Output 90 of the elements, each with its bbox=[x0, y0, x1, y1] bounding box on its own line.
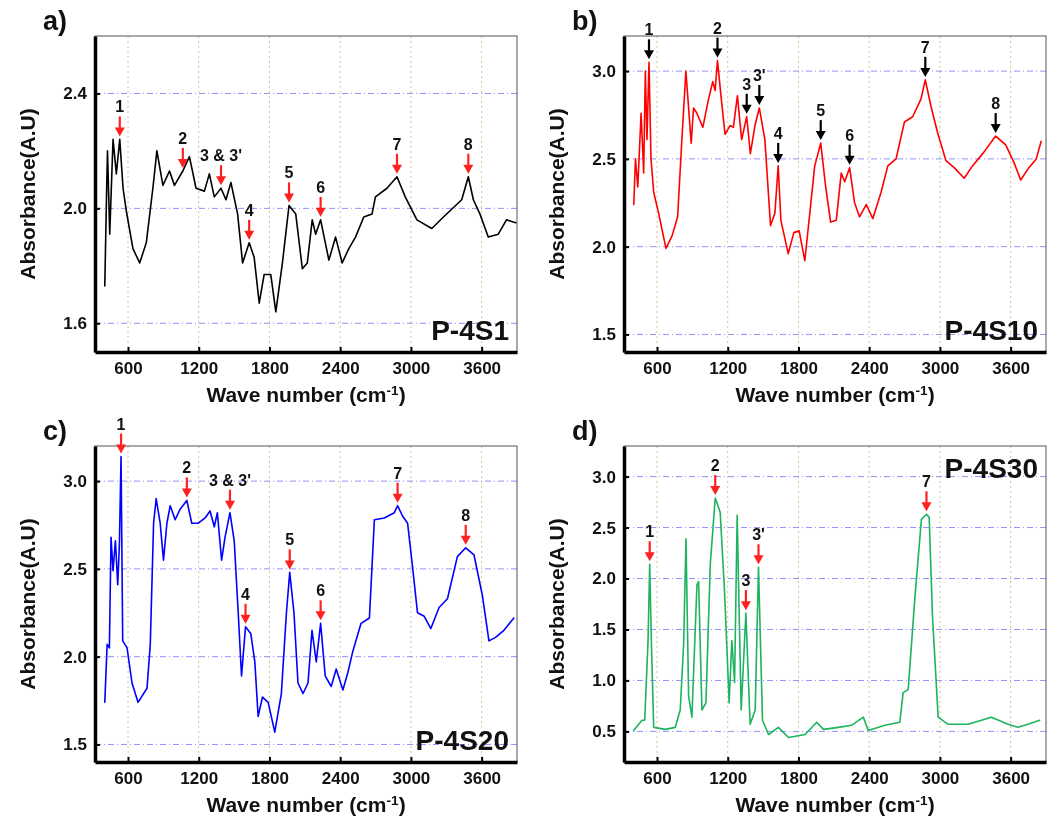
chart-subtitle: d) bbox=[572, 416, 598, 446]
y-tick-label: 1.5 bbox=[63, 735, 87, 755]
annotation: 6 bbox=[316, 178, 326, 196]
x-tick-label: 3000 bbox=[921, 768, 960, 788]
x-axis-title: Wave number (cm$^{-1}$) bbox=[206, 792, 406, 816]
y-tick-label: 2.5 bbox=[63, 559, 87, 579]
annotation: 1 bbox=[645, 523, 655, 541]
annotation: 5 bbox=[284, 164, 294, 182]
annotation: 8 bbox=[463, 135, 473, 153]
x-tick-label: 600 bbox=[643, 358, 672, 378]
line-series bbox=[632, 59, 1042, 262]
y-tick-label: 1.0 bbox=[592, 671, 616, 691]
x-tick-label: 600 bbox=[114, 358, 143, 378]
annotation: 4 bbox=[773, 124, 783, 142]
y-axis-title: Absorbance(A.U) bbox=[16, 108, 39, 280]
annotation: 5 bbox=[816, 102, 826, 120]
y-tick-label: 2.5 bbox=[592, 149, 616, 169]
chart-title: P-4S30 bbox=[944, 453, 1038, 484]
annotation: 8 bbox=[991, 95, 1001, 113]
annotation: 3 bbox=[741, 572, 751, 590]
x-tick-label: 3600 bbox=[992, 768, 1031, 788]
annotation: 7 bbox=[920, 38, 930, 56]
text: P-4S10 bbox=[944, 315, 1038, 346]
y-axis-title: Absorbance(A.U) bbox=[16, 518, 39, 690]
x-tick-label: 1200 bbox=[180, 768, 219, 788]
annotation: 2 bbox=[713, 19, 723, 37]
text: P-4S1 bbox=[431, 315, 509, 346]
annotation: 7 bbox=[392, 135, 402, 153]
x-tick-label: 2400 bbox=[850, 358, 889, 378]
x-tick-label: 3600 bbox=[463, 358, 502, 378]
chart-subtitle: a) bbox=[43, 6, 68, 36]
annotation: 4 bbox=[241, 585, 251, 603]
annotation: 6 bbox=[316, 582, 326, 600]
y-tick-label: 3.0 bbox=[592, 467, 616, 487]
text: P-4S20 bbox=[415, 725, 509, 756]
y-tick-label: 2.5 bbox=[592, 518, 616, 538]
annotation: 2 bbox=[182, 459, 192, 477]
y-tick-label: 3.0 bbox=[592, 62, 616, 82]
x-tick-label: 3600 bbox=[992, 358, 1031, 378]
line-series bbox=[632, 497, 1041, 739]
annotation: 8 bbox=[461, 506, 471, 524]
x-tick-label: 1800 bbox=[780, 358, 818, 378]
chart-subtitle: b) bbox=[572, 6, 598, 36]
x-tick-label: 2400 bbox=[321, 768, 360, 788]
x-tick-label: 600 bbox=[114, 768, 143, 788]
x-tick-label: 1200 bbox=[709, 768, 748, 788]
annotation: 3 & 3' bbox=[199, 147, 243, 165]
y-tick-label: 3.0 bbox=[63, 472, 87, 492]
y-tick-label: 2.0 bbox=[592, 569, 616, 589]
annotation: 3' bbox=[752, 66, 766, 84]
annotation: 5 bbox=[285, 531, 295, 549]
x-tick-label: 1800 bbox=[251, 768, 289, 788]
x-tick-label: 1200 bbox=[709, 358, 748, 378]
y-axis-title: Absorbance(A.U) bbox=[545, 518, 568, 690]
x-tick-label: 1800 bbox=[251, 358, 289, 378]
annotation: 3 & 3' bbox=[208, 471, 251, 489]
annotation: 2 bbox=[710, 456, 720, 474]
annotation: 2 bbox=[178, 130, 188, 148]
x-axis-title: Wave number (cm$^{-1}$) bbox=[206, 382, 406, 406]
y-tick-label: 1.5 bbox=[592, 325, 616, 345]
annotation: 3 bbox=[742, 75, 752, 93]
y-axis-title: Absorbance(A.U) bbox=[545, 108, 568, 280]
x-tick-label: 1200 bbox=[180, 358, 219, 378]
y-tick-label: 2.0 bbox=[63, 647, 87, 667]
x-tick-label: 2400 bbox=[850, 768, 889, 788]
y-tick-label: 1.5 bbox=[592, 620, 616, 640]
annotation: 7 bbox=[922, 473, 932, 491]
annotation: 7 bbox=[393, 464, 403, 482]
x-tick-label: 3000 bbox=[921, 358, 960, 378]
annotation: 4 bbox=[244, 201, 254, 219]
y-tick-label: 2.0 bbox=[592, 237, 616, 257]
x-tick-label: 3000 bbox=[392, 768, 431, 788]
chart-subtitle: c) bbox=[43, 416, 68, 446]
x-tick-label: 1800 bbox=[780, 768, 818, 788]
x-tick-label: 2400 bbox=[321, 358, 360, 378]
x-axis-title: Wave number (cm$^{-1}$) bbox=[735, 382, 935, 406]
x-tick-label: 3600 bbox=[463, 768, 502, 788]
x-tick-label: 3000 bbox=[392, 358, 431, 378]
annotation: 1 bbox=[115, 98, 125, 116]
line-series bbox=[103, 455, 515, 733]
annotation: 1 bbox=[644, 21, 654, 39]
y-tick-label: 0.5 bbox=[592, 722, 616, 742]
x-axis-title: Wave number (cm$^{-1}$) bbox=[735, 792, 935, 816]
y-tick-label: 2.4 bbox=[63, 84, 88, 104]
y-tick-label: 1.6 bbox=[63, 314, 87, 334]
annotation: 1 bbox=[116, 415, 126, 433]
y-tick-label: 2.0 bbox=[63, 199, 87, 219]
annotation: 3' bbox=[752, 526, 765, 544]
x-tick-label: 600 bbox=[643, 768, 672, 788]
annotation: 6 bbox=[845, 126, 855, 144]
